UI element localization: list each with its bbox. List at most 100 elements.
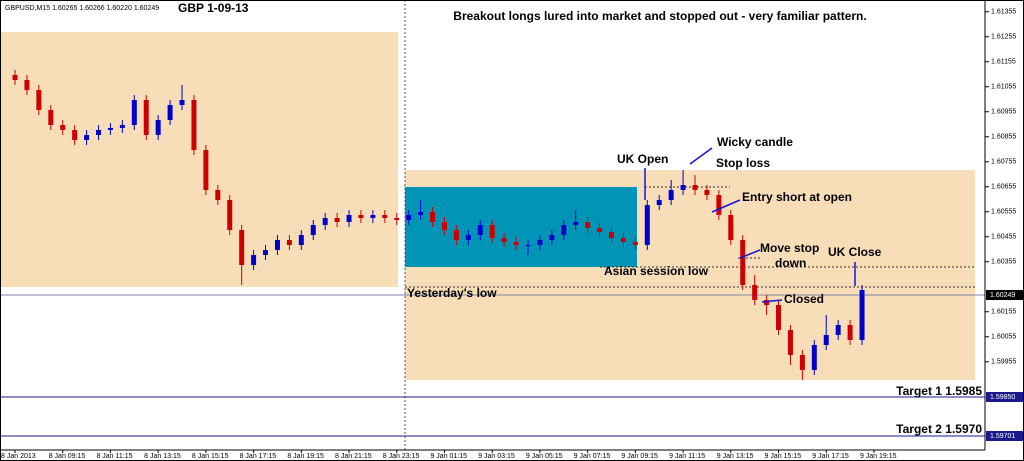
candle-body bbox=[787, 330, 793, 355]
candle-body bbox=[12, 75, 18, 80]
candle-body bbox=[847, 325, 853, 340]
x-tick-label: 8 Jan 11:15 bbox=[96, 453, 132, 460]
candle-body bbox=[346, 215, 352, 222]
candle-body bbox=[489, 225, 495, 238]
price-badge bbox=[986, 431, 1023, 441]
x-tick-label: 8 Jan 23:15 bbox=[383, 453, 420, 460]
candle-body bbox=[191, 100, 197, 150]
y-tick-label: 1.60455 bbox=[991, 234, 1016, 241]
annotation: Target 2 1.5970 bbox=[896, 422, 982, 436]
candle-body bbox=[406, 215, 412, 220]
target-price-label: 1.59850 bbox=[990, 394, 1015, 401]
x-tick-label: 9 Jan 13:15 bbox=[717, 453, 754, 460]
candle-body bbox=[239, 230, 245, 265]
y-tick-label: 1.59955 bbox=[991, 359, 1016, 366]
asian-box bbox=[405, 187, 637, 267]
annotation: UK Close bbox=[828, 245, 882, 259]
x-tick-label: 8 Jan 13:15 bbox=[144, 453, 181, 460]
candle-body bbox=[382, 215, 388, 218]
annotation: Closed bbox=[784, 292, 824, 306]
candle-body bbox=[274, 240, 280, 250]
x-tick-label: 8 Jan 19:15 bbox=[287, 453, 324, 460]
x-tick-label: 8 Jan 15:15 bbox=[192, 453, 229, 460]
y-tick-label: 1.60055 bbox=[991, 334, 1016, 341]
candle-body bbox=[620, 238, 626, 242]
candle-body bbox=[298, 235, 304, 245]
candle-body bbox=[776, 305, 782, 330]
candle-body bbox=[632, 242, 638, 245]
candle-body bbox=[96, 130, 102, 135]
arrows bbox=[644, 147, 856, 303]
annotation: Stop loss bbox=[716, 156, 770, 170]
candle-body bbox=[859, 290, 865, 340]
candle-body bbox=[453, 230, 459, 240]
candle-body bbox=[48, 110, 54, 125]
y-tick-label: 1.60855 bbox=[991, 134, 1016, 141]
x-tick-label: 9 Jan 17:15 bbox=[812, 453, 849, 460]
candle-body bbox=[441, 222, 447, 230]
arrow bbox=[761, 299, 783, 303]
price-badge bbox=[986, 392, 1023, 402]
candle-body bbox=[644, 205, 650, 245]
candle-body bbox=[107, 128, 113, 130]
arrow bbox=[689, 147, 713, 165]
candle-body bbox=[394, 218, 400, 220]
candle-body bbox=[561, 225, 567, 235]
candle-body bbox=[823, 335, 829, 345]
candle-body bbox=[513, 242, 519, 245]
annotation: UK Open bbox=[617, 152, 668, 166]
candle-body bbox=[835, 325, 841, 335]
candle-body bbox=[143, 100, 149, 135]
candle-body bbox=[585, 222, 591, 228]
candle-body bbox=[203, 150, 209, 190]
candle-body bbox=[597, 228, 603, 232]
y-tick-label: 1.60755 bbox=[991, 159, 1016, 166]
x-tick-label: 8 Jan 2013 bbox=[1, 453, 36, 460]
candle-body bbox=[358, 215, 364, 218]
candle-body bbox=[704, 190, 710, 195]
candle-body bbox=[155, 120, 161, 135]
annotation: Entry short at open bbox=[742, 190, 852, 204]
candle-body bbox=[465, 235, 471, 240]
x-tick-label: 9 Jan 11:15 bbox=[669, 453, 705, 460]
x-tick-label: 9 Jan 09:15 bbox=[621, 453, 658, 460]
candle-body bbox=[322, 218, 328, 225]
candle-body bbox=[72, 130, 78, 140]
x-tick-label: 8 Jan 09:15 bbox=[49, 453, 86, 460]
candle-body bbox=[310, 225, 316, 235]
target-price-label: 1.59701 bbox=[990, 433, 1015, 440]
annotation: Target 1 1.5985 bbox=[896, 384, 982, 398]
x-tick-label: 9 Jan 15:15 bbox=[765, 453, 802, 460]
current-price-label: 1.60249 bbox=[990, 292, 1015, 299]
candle-body bbox=[609, 232, 614, 238]
candle-body bbox=[549, 235, 555, 240]
y-tick-label: 1.60655 bbox=[991, 184, 1016, 191]
annotation: Wicky candle bbox=[717, 135, 793, 149]
candle-body bbox=[430, 212, 436, 222]
candle-body bbox=[752, 285, 758, 300]
x-tick-label: 9 Jan 19:15 bbox=[860, 453, 897, 460]
y-tick-label: 1.60155 bbox=[991, 309, 1016, 316]
candle-body bbox=[764, 300, 770, 305]
x-tick-label: 8 Jan 21:15 bbox=[335, 453, 372, 460]
annotation: down bbox=[775, 256, 806, 270]
arrow bbox=[711, 199, 741, 213]
candle-body bbox=[477, 225, 483, 235]
annotation: Asian session low bbox=[604, 264, 709, 278]
y-tick-label: 1.60355 bbox=[991, 259, 1016, 266]
candle-body bbox=[251, 255, 257, 265]
arrow bbox=[739, 249, 761, 259]
candle-body bbox=[716, 195, 722, 215]
candle-body bbox=[24, 80, 30, 90]
x-tick-label: 9 Jan 03:15 bbox=[478, 453, 515, 460]
candle-body bbox=[370, 215, 376, 218]
candle-body bbox=[119, 125, 125, 128]
candle-body bbox=[525, 245, 531, 246]
candle-body bbox=[263, 250, 269, 255]
candle-body bbox=[656, 200, 662, 205]
x-tick-label: 9 Jan 01:15 bbox=[430, 453, 467, 460]
candle-body bbox=[167, 105, 173, 120]
x-tick-label: 9 Jan 07:15 bbox=[574, 453, 611, 460]
candle-body bbox=[680, 185, 686, 190]
